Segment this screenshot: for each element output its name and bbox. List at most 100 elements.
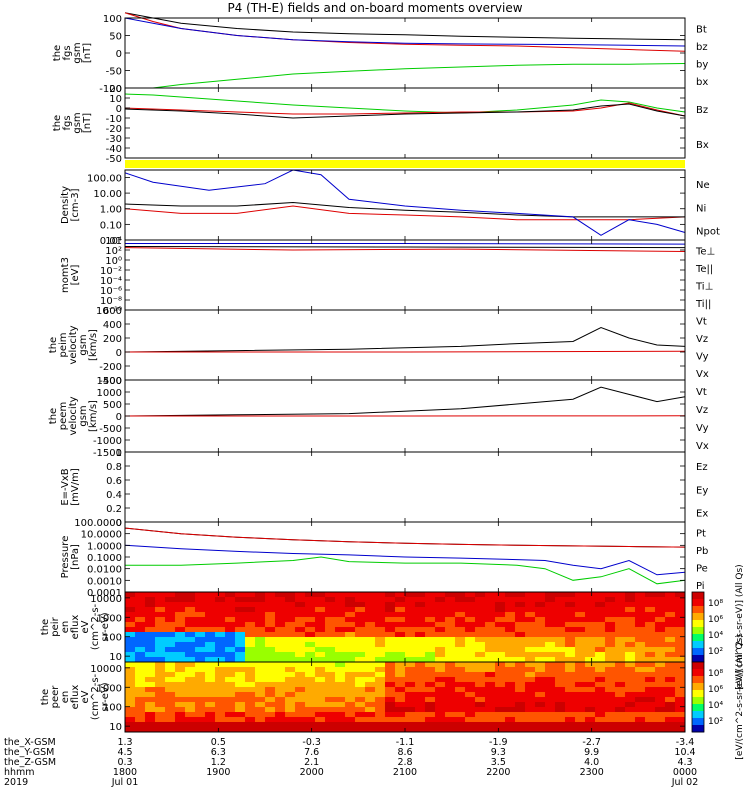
fgs-gsm-frame — [124, 17, 686, 89]
pressure-line-Pe — [125, 556, 686, 585]
pressure-ytick-label: 100.0000 — [74, 518, 122, 529]
fgs-gsm-ytick-label: -100 — [99, 84, 122, 95]
xaxis-row-label: the_X-GSM — [4, 737, 56, 748]
pressure-ytick-label: 10.0000 — [81, 530, 122, 541]
fgs-dsl-line-Bz — [124, 93, 686, 114]
efield-ylabel: [mV/m] — [70, 468, 81, 506]
peir-spectrogram-ytick-label: 10000 — [90, 594, 122, 605]
pressure-legend-Pe: Pe — [696, 564, 708, 575]
xaxis-value: -0.3 — [302, 737, 321, 748]
xaxis-row-label: 2019 — [4, 777, 28, 788]
peem-velocity-ytick-label: 1500 — [97, 376, 122, 387]
peem-velocity-legend-Vt: Vt — [696, 387, 707, 398]
xaxis-value: -1.1 — [396, 737, 415, 748]
pressure-line-Pi — [124, 544, 686, 576]
peir-spectrogram-image — [125, 592, 686, 663]
peim-velocity-ylabel: gsm — [78, 334, 89, 355]
efield-ytick-label: 0.8 — [106, 462, 122, 473]
peim-velocity-ytick-label: -400 — [99, 376, 122, 387]
xaxis-value: 2300 — [580, 767, 604, 778]
xaxis-value: -3.4 — [676, 737, 695, 748]
fgs-dsl-ylabel: the — [52, 115, 63, 131]
fgs-dsl-legend-Bz: Bz — [696, 105, 708, 116]
fgs-dsl-ylabel: gsm — [72, 112, 83, 133]
xaxis-value: 0.5 — [211, 737, 226, 748]
peir-spectrogram-ylabel: sr-eV) — [100, 612, 111, 641]
density-ytick-label: 100.00 — [87, 173, 122, 184]
peem-velocity-ytick-label: -1500 — [93, 448, 122, 459]
peim-velocity-ytick-label: 600 — [103, 306, 122, 317]
fgs-dsl-legend-Bx: Bx — [696, 140, 709, 151]
density-ytick-label: 10.00 — [93, 189, 122, 200]
xaxis-value: 4.5 — [117, 747, 132, 758]
xaxis-value: 8.6 — [397, 747, 412, 758]
xaxis-value: -2.7 — [582, 737, 601, 748]
moms-temp-legend-Te⊥: Te⊥ — [695, 247, 715, 258]
peim-velocity-ylabel: [km/s] — [88, 329, 99, 361]
xaxis-row-label: the_Z-GSM — [4, 757, 56, 768]
efield-legend-Ex: Ex — [696, 509, 708, 520]
xaxis-value: 1.3 — [117, 737, 132, 748]
pressure-ytick-label: 1.0000 — [87, 541, 122, 552]
fgs-dsl-ytick-label: 20 — [109, 84, 122, 95]
efield-ytick-label: 1 — [116, 448, 122, 459]
fgs-dsl-ytick-label: -40 — [106, 144, 122, 155]
xaxis-value: -1.9 — [489, 737, 508, 748]
peer-spectrogram-colorbar-tick: 10⁶ — [708, 685, 723, 695]
fgs-gsm-ytick-label: 0 — [116, 49, 122, 60]
xaxis-value: 9.3 — [491, 747, 506, 758]
chart-title: P4 (TH-E) fields and on-board moments ov… — [227, 1, 522, 15]
peer-spectrogram-colorbar-tick: 10⁸ — [708, 669, 723, 679]
xaxis-row-label: hhmm — [4, 767, 35, 778]
xaxis-value: 4.0 — [584, 757, 599, 768]
peir-spectrogram-ytick-label: 1000 — [97, 613, 122, 624]
fgs-gsm-legend-by: by — [696, 60, 708, 71]
fgs-gsm-line-by — [125, 63, 686, 89]
density-ytick-label: 0.10 — [100, 220, 122, 231]
density-ytick-label: 1.00 — [100, 205, 122, 216]
efield-ytick-label: 0 — [116, 518, 122, 529]
peem-velocity-ylabel: velocity — [68, 396, 79, 435]
fgs-dsl-line-By — [124, 102, 686, 117]
peim-velocity-legend-Vx: Vx — [696, 369, 709, 380]
peem-velocity-ytick-label: -500 — [99, 424, 122, 435]
efield-legend-Ez: Ez — [696, 462, 708, 473]
xaxis-value: 2.1 — [304, 757, 319, 768]
peem-velocity-ytick-label: 0 — [116, 412, 122, 423]
peem-velocity-legend-Vx: Vx — [696, 441, 709, 452]
xaxis-value: Jul 01 — [111, 777, 139, 788]
xaxis-value: Jul 02 — [671, 777, 699, 788]
xaxis-value: 0000 — [673, 767, 697, 778]
peem-velocity-ylabel: [km/s] — [88, 400, 99, 432]
moms-temp-ytick-label: 10⁰ — [105, 256, 122, 267]
peim-velocity-ytick-label: 400 — [103, 320, 122, 331]
pressure-ytick-label: 0.0100 — [87, 565, 122, 576]
moms-temp-ytick-label: 10⁻² — [100, 266, 122, 277]
efield-frame — [124, 451, 686, 523]
peer-spectrogram-ylabel: eV — [80, 690, 91, 703]
fgs-gsm-ytick-label: 50 — [109, 32, 122, 43]
xaxis-value: 2100 — [393, 767, 417, 778]
xaxis-value: 2200 — [486, 767, 510, 778]
density-line-Npot — [124, 169, 686, 236]
fgs-gsm-ylabel: fgs — [62, 45, 73, 60]
fgs-dsl-ylabel: fgs — [62, 115, 73, 130]
moms-temp-legend-Ti||: Ti|| — [695, 299, 711, 310]
peim-velocity-ylabel: velocity — [68, 325, 79, 364]
peir-spectrogram-ylabel: eflux — [70, 615, 81, 640]
moms-temp-line-Te⊥ — [124, 247, 686, 252]
peer-spectrogram-colorbar-tick: 10² — [708, 717, 723, 727]
fgs-gsm-legend-bx: bx — [696, 77, 708, 88]
moms-temp-ytick-label: 10⁻¹⁰ — [96, 306, 122, 317]
peem-velocity-ylabel: peem — [58, 402, 69, 430]
peir-spectrogram-ylabel: en — [60, 621, 71, 634]
peir-spectrogram-ylabel: the — [40, 619, 51, 635]
peer-spectrogram-ylabel: (cm^2-s- — [90, 673, 101, 720]
xaxis-value: 1.2 — [211, 757, 226, 768]
density-line-Ni — [124, 201, 685, 218]
xaxis-value: 4.3 — [677, 757, 692, 768]
xaxis-value: 10.4 — [674, 747, 695, 758]
peem-velocity-legend-Vy: Vy — [696, 423, 709, 434]
peim-velocity-frame — [124, 309, 686, 381]
